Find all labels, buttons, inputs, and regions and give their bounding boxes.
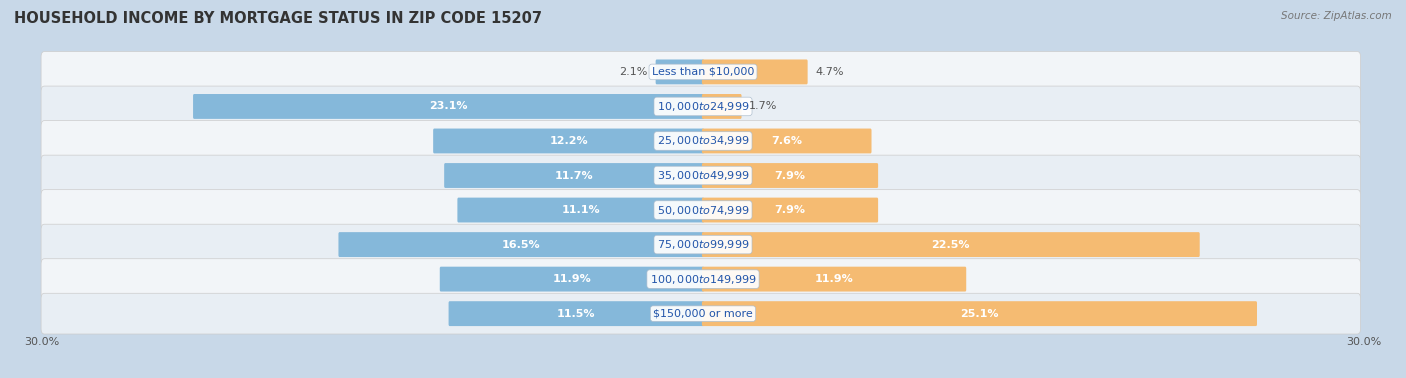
Text: $150,000 or more: $150,000 or more	[654, 309, 752, 319]
FancyBboxPatch shape	[193, 94, 704, 119]
FancyBboxPatch shape	[702, 163, 879, 188]
Text: $25,000 to $34,999: $25,000 to $34,999	[657, 135, 749, 147]
FancyBboxPatch shape	[702, 129, 872, 153]
Text: 2.1%: 2.1%	[620, 67, 648, 77]
FancyBboxPatch shape	[41, 224, 1361, 265]
FancyBboxPatch shape	[702, 267, 966, 291]
Text: 7.9%: 7.9%	[775, 170, 806, 181]
Text: 11.1%: 11.1%	[561, 205, 600, 215]
Text: 23.1%: 23.1%	[429, 101, 468, 112]
Text: 1.7%: 1.7%	[749, 101, 778, 112]
Text: HOUSEHOLD INCOME BY MORTGAGE STATUS IN ZIP CODE 15207: HOUSEHOLD INCOME BY MORTGAGE STATUS IN Z…	[14, 11, 543, 26]
Text: 4.7%: 4.7%	[815, 67, 844, 77]
FancyBboxPatch shape	[444, 163, 704, 188]
FancyBboxPatch shape	[702, 301, 1257, 326]
Text: $75,000 to $99,999: $75,000 to $99,999	[657, 238, 749, 251]
Text: 22.5%: 22.5%	[932, 240, 970, 249]
Text: 16.5%: 16.5%	[502, 240, 540, 249]
FancyBboxPatch shape	[655, 59, 704, 84]
FancyBboxPatch shape	[41, 259, 1361, 299]
FancyBboxPatch shape	[41, 155, 1361, 196]
FancyBboxPatch shape	[339, 232, 704, 257]
Text: 12.2%: 12.2%	[550, 136, 588, 146]
FancyBboxPatch shape	[702, 94, 741, 119]
FancyBboxPatch shape	[440, 267, 704, 291]
Text: $100,000 to $149,999: $100,000 to $149,999	[650, 273, 756, 286]
FancyBboxPatch shape	[41, 293, 1361, 334]
Text: 11.5%: 11.5%	[557, 309, 596, 319]
FancyBboxPatch shape	[449, 301, 704, 326]
FancyBboxPatch shape	[702, 198, 879, 223]
Text: $50,000 to $74,999: $50,000 to $74,999	[657, 203, 749, 217]
Text: $10,000 to $24,999: $10,000 to $24,999	[657, 100, 749, 113]
Text: $35,000 to $49,999: $35,000 to $49,999	[657, 169, 749, 182]
Text: Source: ZipAtlas.com: Source: ZipAtlas.com	[1281, 11, 1392, 21]
Text: 7.6%: 7.6%	[772, 136, 803, 146]
Text: 11.7%: 11.7%	[555, 170, 593, 181]
FancyBboxPatch shape	[457, 198, 704, 223]
Text: 25.1%: 25.1%	[960, 309, 998, 319]
FancyBboxPatch shape	[41, 86, 1361, 127]
FancyBboxPatch shape	[41, 51, 1361, 92]
FancyBboxPatch shape	[41, 121, 1361, 161]
Text: 7.9%: 7.9%	[775, 205, 806, 215]
FancyBboxPatch shape	[702, 59, 807, 84]
Text: 11.9%: 11.9%	[553, 274, 592, 284]
FancyBboxPatch shape	[433, 129, 704, 153]
FancyBboxPatch shape	[41, 190, 1361, 231]
Text: Less than $10,000: Less than $10,000	[652, 67, 754, 77]
Text: 11.9%: 11.9%	[814, 274, 853, 284]
FancyBboxPatch shape	[702, 232, 1199, 257]
